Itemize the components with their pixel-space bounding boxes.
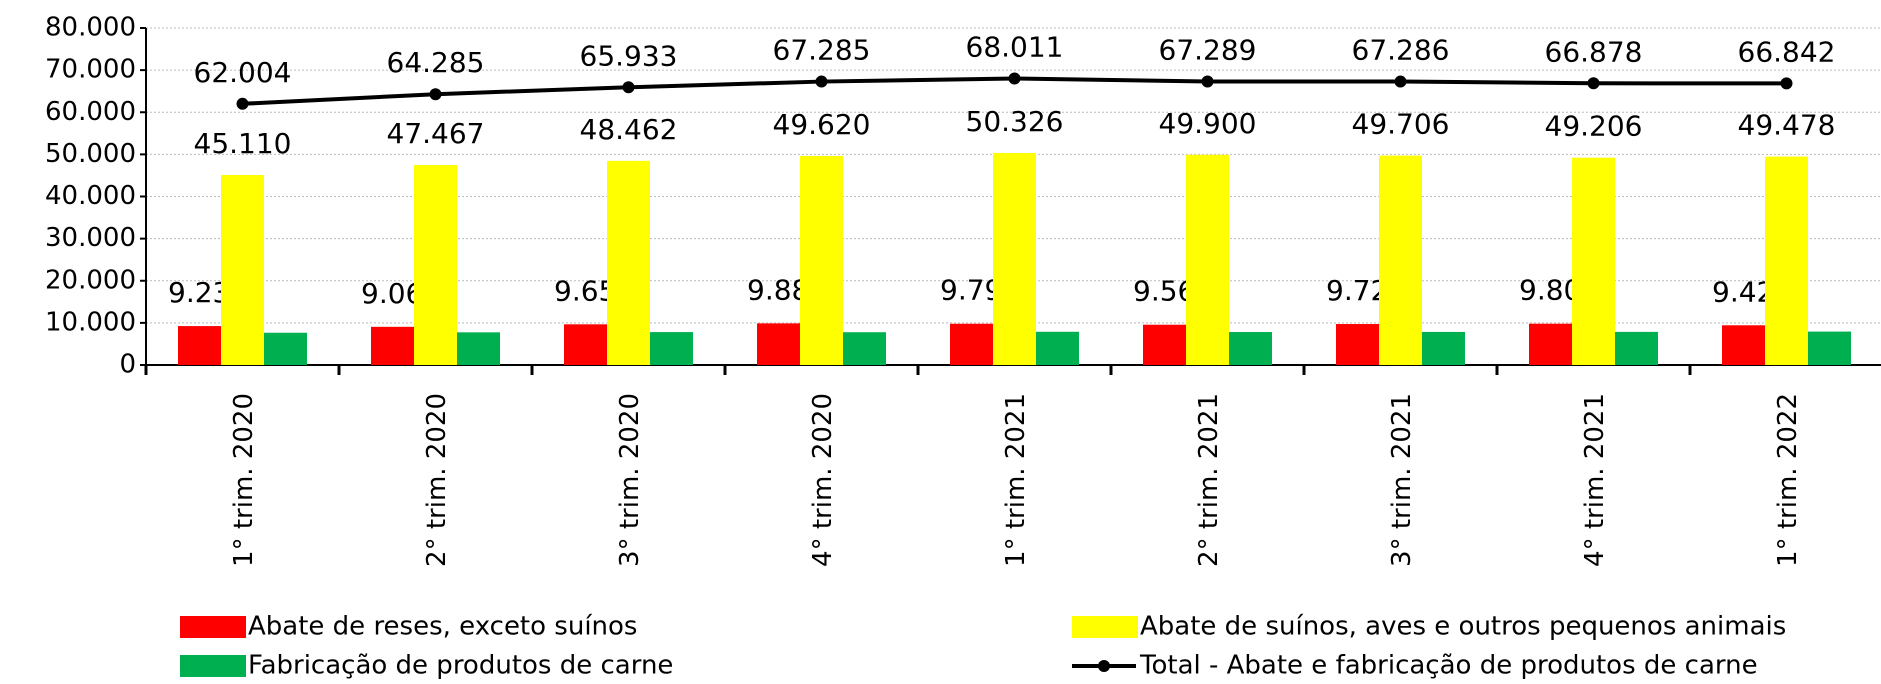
legend-marker xyxy=(1098,660,1110,672)
bar xyxy=(457,332,500,365)
y-tick-label: 20.000 xyxy=(45,265,136,295)
data-label: 67.286 xyxy=(1352,34,1450,67)
bar xyxy=(950,323,993,365)
bar xyxy=(843,332,886,365)
bar xyxy=(221,174,264,365)
bar xyxy=(1422,331,1465,365)
bar xyxy=(993,153,1036,365)
y-tick-label: 50.000 xyxy=(45,139,136,169)
bar xyxy=(800,155,843,365)
data-label: 64.285 xyxy=(387,46,485,79)
x-tick-label: 4° trim. 2021 xyxy=(1580,393,1610,567)
data-label: 67.289 xyxy=(1159,34,1257,67)
bar xyxy=(1379,155,1422,365)
line-marker xyxy=(1201,75,1214,88)
bar xyxy=(1808,331,1851,365)
x-tick-label: 3° trim. 2021 xyxy=(1387,393,1417,567)
x-tick-label: 4° trim. 2020 xyxy=(808,393,838,567)
bar xyxy=(1529,323,1572,365)
line-marker xyxy=(1008,72,1021,85)
data-label: 66.878 xyxy=(1545,35,1643,68)
x-tick-label: 2° trim. 2020 xyxy=(422,393,452,567)
data-label: 68.011 xyxy=(966,31,1064,64)
line-marker xyxy=(1587,77,1600,90)
bar xyxy=(650,332,693,365)
bar xyxy=(1186,154,1229,365)
y-tick-label: 10.000 xyxy=(45,307,136,337)
y-tick-label: 60.000 xyxy=(45,97,136,127)
bar xyxy=(757,323,800,365)
bar xyxy=(1572,157,1615,365)
y-tick-label: 30.000 xyxy=(45,223,136,253)
bar xyxy=(1143,324,1186,365)
x-tick-label: 1° trim. 2022 xyxy=(1773,393,1803,567)
y-tick-label: 40.000 xyxy=(45,181,136,211)
data-label: 66.842 xyxy=(1738,35,1836,68)
legend-label: Abate de suínos, aves e outros pequenos … xyxy=(1140,612,1786,642)
bar xyxy=(1765,156,1808,365)
y-tick-label: 0 xyxy=(119,350,136,380)
data-label: 67.285 xyxy=(773,34,871,67)
bar xyxy=(1229,332,1272,365)
y-tick-label: 80.000 xyxy=(45,13,136,43)
bar xyxy=(564,324,607,365)
x-tick-label: 1° trim. 2020 xyxy=(229,393,259,567)
data-label: 49.206 xyxy=(1545,110,1643,143)
data-label: 49.900 xyxy=(1159,107,1257,140)
bar xyxy=(1036,331,1079,365)
data-label: 49.706 xyxy=(1352,108,1450,141)
bar xyxy=(414,165,457,365)
x-tick-label: 3° trim. 2020 xyxy=(615,393,645,567)
data-label: 65.933 xyxy=(580,39,678,72)
data-label: 45.110 xyxy=(194,127,292,160)
legend-swatch xyxy=(180,616,246,638)
legend-swatch xyxy=(1072,616,1138,638)
line-marker xyxy=(1780,77,1793,90)
bar xyxy=(1336,324,1379,365)
data-label: 49.478 xyxy=(1738,109,1836,142)
line-marker xyxy=(815,75,828,88)
data-label: 48.462 xyxy=(580,113,678,146)
line-marker xyxy=(429,88,442,101)
legend-label: Abate de reses, exceto suínos xyxy=(248,612,637,642)
bar xyxy=(264,332,307,365)
line-marker xyxy=(1394,75,1407,88)
legend-swatch xyxy=(180,655,246,677)
legend-label: Fabricação de produtos de carne xyxy=(248,651,673,681)
x-tick-label: 2° trim. 2021 xyxy=(1194,393,1224,567)
bar xyxy=(607,160,650,365)
data-label: 47.467 xyxy=(387,117,485,150)
data-label: 62.004 xyxy=(194,56,292,89)
bar xyxy=(371,326,414,365)
line-marker xyxy=(236,97,249,110)
legend-label: Total - Abate e fabricação de produtos d… xyxy=(1139,651,1758,681)
bar xyxy=(1722,325,1765,365)
line-marker xyxy=(622,81,635,94)
bar xyxy=(1615,331,1658,365)
data-label: 50.326 xyxy=(966,105,1064,138)
x-tick-label: 1° trim. 2021 xyxy=(1001,393,1031,567)
y-tick-label: 70.000 xyxy=(45,55,136,85)
bar xyxy=(178,326,221,365)
data-label: 49.620 xyxy=(773,108,871,141)
